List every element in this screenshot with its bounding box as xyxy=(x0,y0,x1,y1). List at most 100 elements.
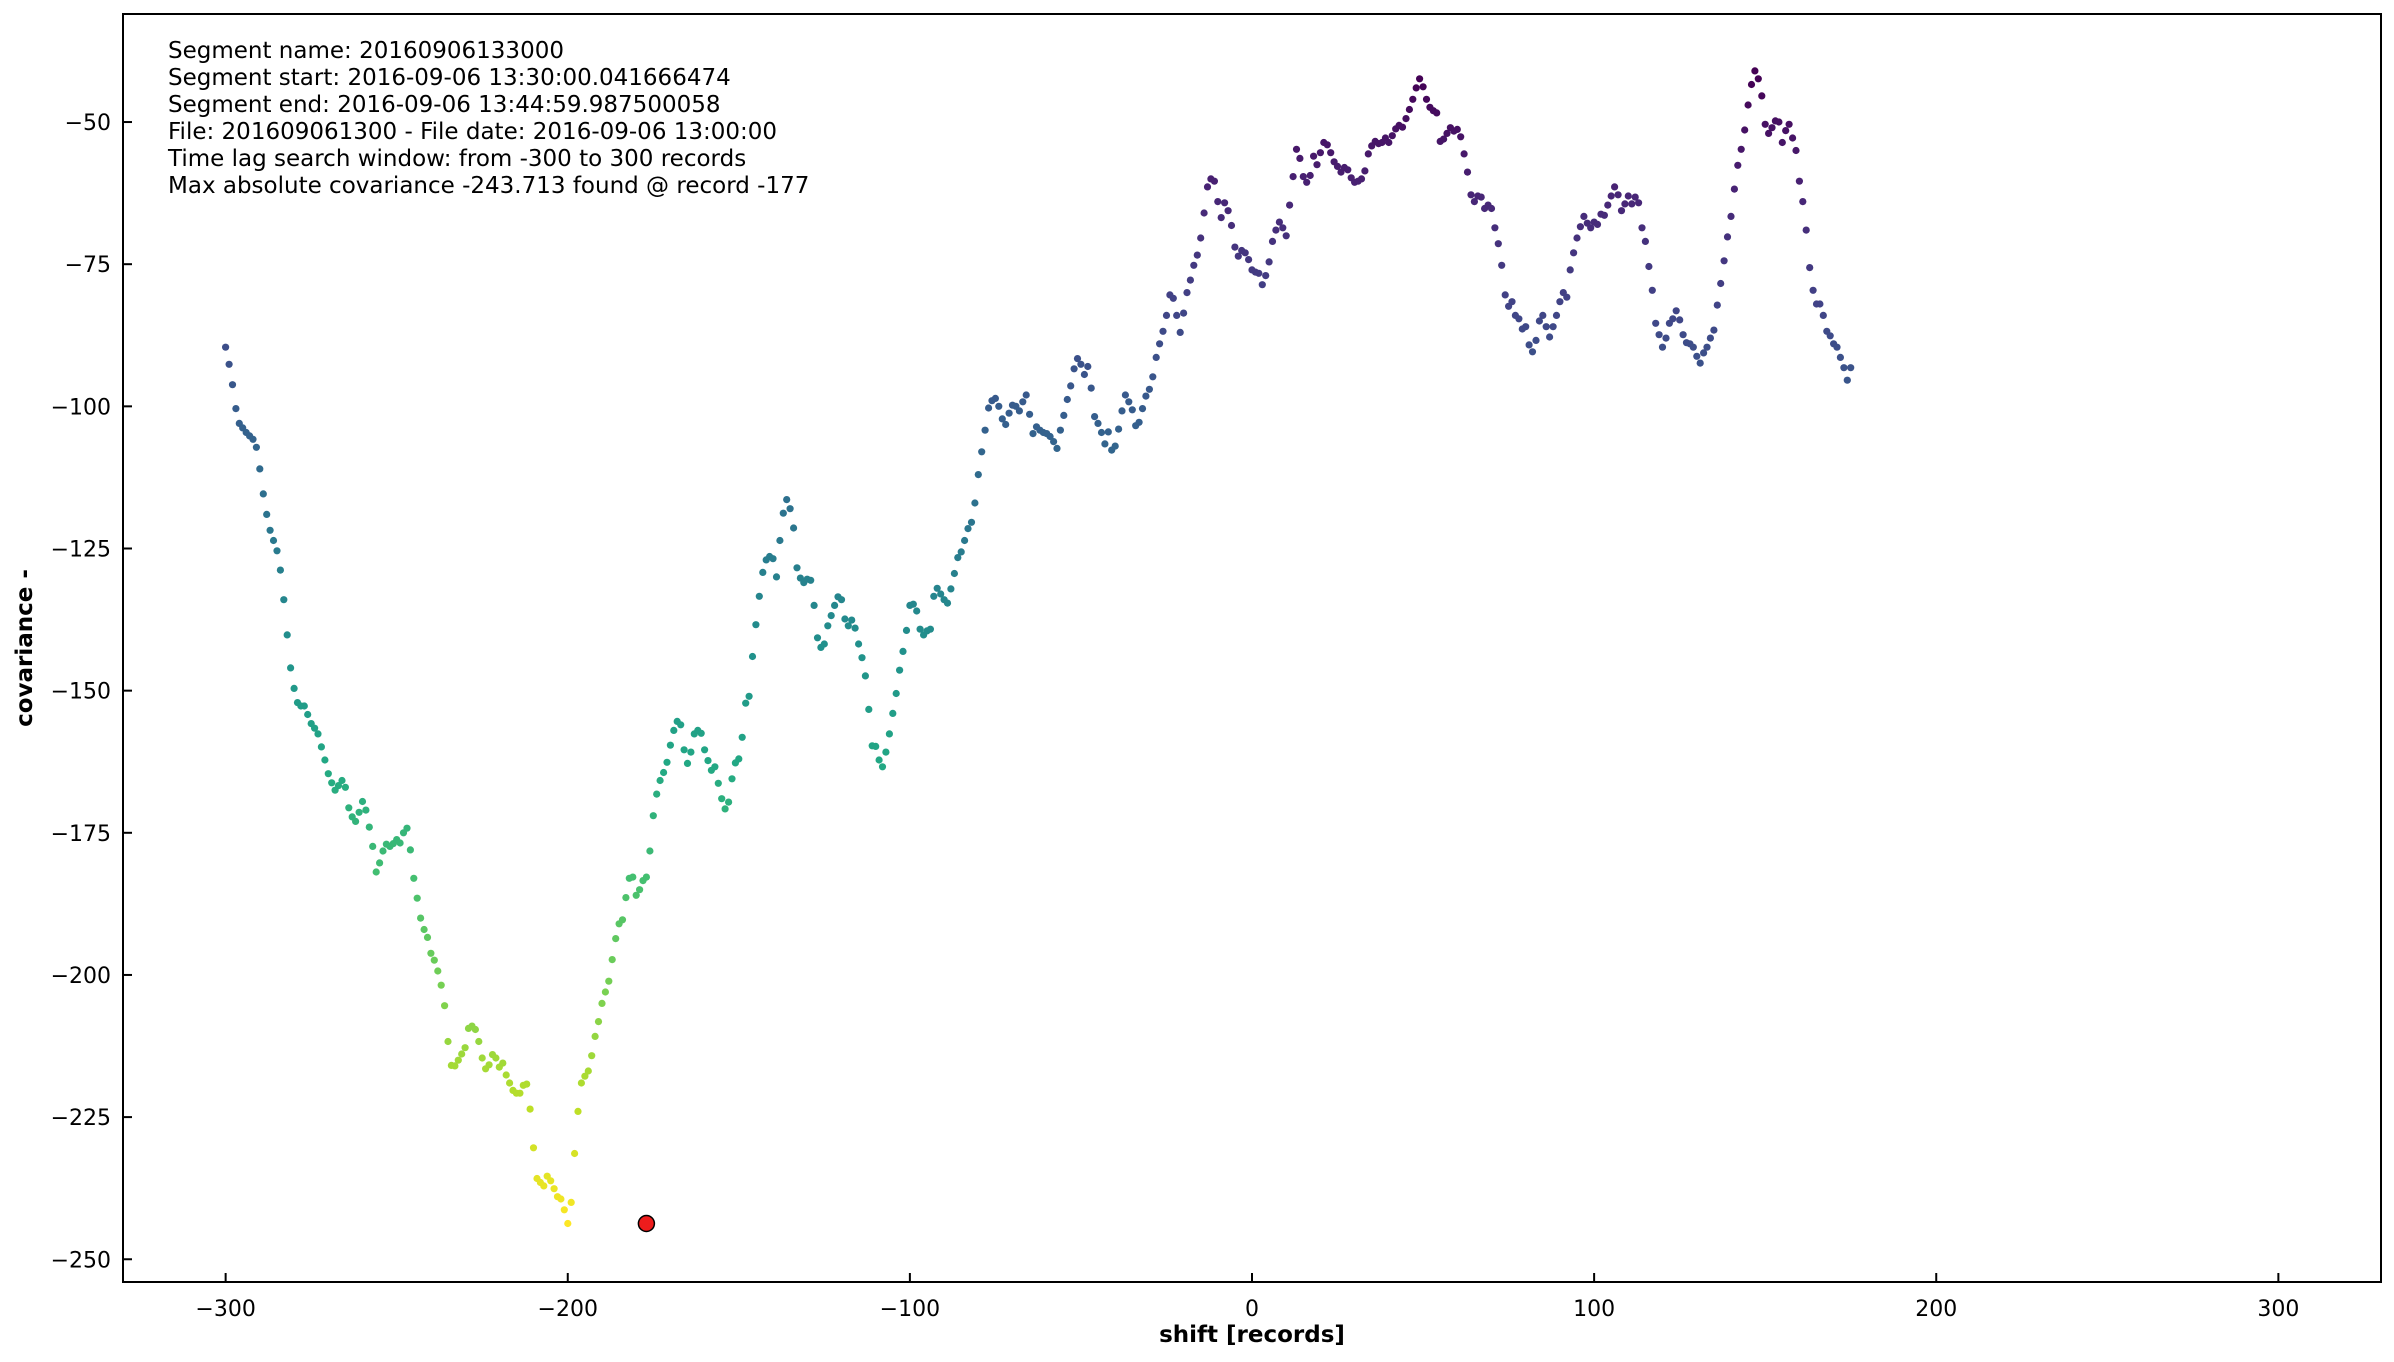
data-point xyxy=(1604,201,1612,209)
data-point xyxy=(403,824,411,832)
data-point xyxy=(683,759,692,768)
data-point xyxy=(1193,251,1201,259)
data-point xyxy=(666,741,675,749)
data-point xyxy=(714,779,722,787)
data-point xyxy=(885,730,894,738)
data-point xyxy=(1840,364,1848,372)
data-point xyxy=(697,729,705,737)
data-point xyxy=(1758,92,1766,100)
x-tick-label: 100 xyxy=(1573,1297,1615,1322)
data-point xyxy=(1463,168,1472,176)
data-point xyxy=(964,525,972,533)
y-axis-title: covariance - xyxy=(12,569,38,727)
data-point xyxy=(855,640,863,648)
data-point xyxy=(1775,118,1783,126)
data-point xyxy=(837,596,846,604)
data-point xyxy=(341,783,349,791)
data-point xyxy=(618,916,627,924)
data-point xyxy=(718,795,726,803)
data-point xyxy=(1535,317,1543,325)
data-point xyxy=(612,935,620,943)
data-point xyxy=(926,625,935,633)
data-point xyxy=(1607,192,1615,200)
data-point xyxy=(1789,134,1797,142)
data-point xyxy=(1847,364,1855,372)
data-point xyxy=(1713,301,1721,309)
y-tick-label: −225 xyxy=(51,1106,111,1131)
data-point xyxy=(1703,343,1711,351)
data-point xyxy=(844,622,852,630)
data-point xyxy=(523,1080,531,1088)
data-point xyxy=(889,709,897,718)
data-point xyxy=(755,592,763,600)
data-point xyxy=(947,585,955,593)
data-point xyxy=(1648,286,1656,294)
data-point xyxy=(1173,311,1181,319)
data-point xyxy=(971,499,979,507)
data-point xyxy=(831,601,839,610)
data-point xyxy=(1679,331,1687,339)
data-point xyxy=(1104,428,1112,436)
data-point xyxy=(1785,120,1793,128)
data-point xyxy=(872,742,880,751)
data-point xyxy=(991,394,1000,402)
data-point xyxy=(417,914,425,922)
data-point xyxy=(1125,398,1133,406)
data-point xyxy=(783,496,791,504)
annotation-line: Segment name: 20160906133000 xyxy=(168,38,564,64)
data-point xyxy=(786,505,794,513)
data-point xyxy=(649,812,657,820)
data-point xyxy=(810,601,818,610)
data-point xyxy=(1005,409,1013,417)
data-point xyxy=(1026,410,1034,418)
data-point xyxy=(1268,237,1277,245)
data-point xyxy=(256,465,264,473)
data-point xyxy=(564,1219,572,1228)
data-point xyxy=(865,705,873,714)
data-point xyxy=(1546,333,1554,341)
data-point xyxy=(410,874,418,882)
data-point xyxy=(365,823,373,831)
data-point xyxy=(882,748,890,756)
data-point xyxy=(1077,360,1085,368)
data-point xyxy=(1159,327,1167,335)
data-point xyxy=(1282,232,1290,240)
data-point xyxy=(1836,353,1844,361)
data-point xyxy=(420,925,428,934)
data-point xyxy=(892,689,900,698)
data-point xyxy=(355,808,363,816)
data-point xyxy=(506,1079,514,1087)
data-point xyxy=(1768,124,1776,132)
data-point xyxy=(362,806,370,814)
data-point xyxy=(748,652,757,661)
data-point xyxy=(995,402,1003,410)
data-point xyxy=(1734,161,1742,169)
data-point xyxy=(1549,323,1557,331)
x-tick-label: −200 xyxy=(538,1297,598,1322)
data-point xyxy=(813,634,822,642)
data-point xyxy=(622,894,630,902)
data-point xyxy=(1477,193,1485,201)
data-point xyxy=(1826,332,1834,340)
x-tick-label: 200 xyxy=(1915,1297,1957,1322)
data-point xyxy=(413,894,421,902)
data-point xyxy=(701,746,709,754)
data-point xyxy=(1227,221,1236,230)
data-point xyxy=(608,956,616,964)
data-point xyxy=(728,775,736,783)
data-point xyxy=(458,1050,466,1058)
data-point xyxy=(1542,323,1550,331)
data-point xyxy=(1190,261,1198,269)
max-covariance-point xyxy=(637,1214,656,1233)
data-point xyxy=(1029,430,1037,438)
data-point xyxy=(1357,175,1366,183)
data-point xyxy=(317,743,325,751)
data-point xyxy=(974,471,982,479)
data-point xyxy=(1672,307,1680,315)
data-point xyxy=(1063,395,1071,404)
data-point xyxy=(1046,432,1054,441)
data-point xyxy=(1073,355,1082,363)
data-point xyxy=(427,949,435,957)
data-point xyxy=(529,1144,538,1152)
